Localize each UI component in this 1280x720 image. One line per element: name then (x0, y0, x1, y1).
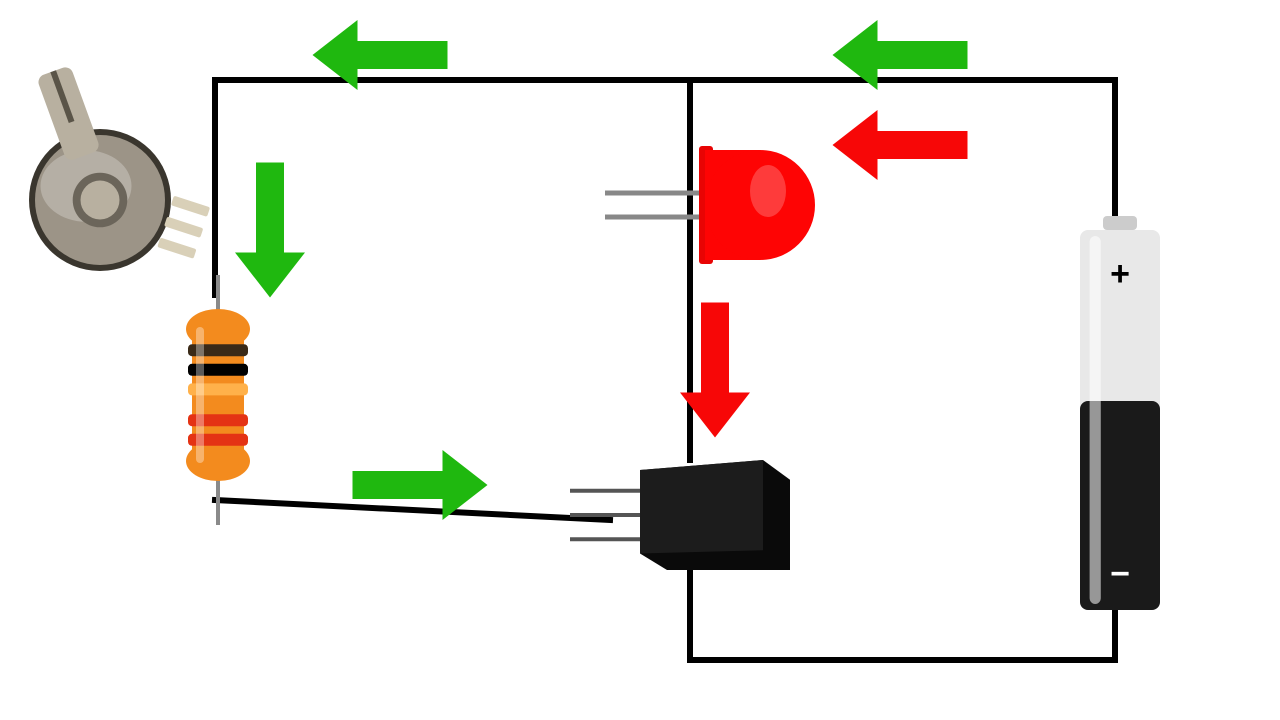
battery-minus-label: − (1110, 555, 1130, 593)
wire-base (215, 500, 610, 520)
battery: +− (1080, 216, 1160, 610)
resistor (186, 275, 250, 525)
red-arrow-4 (833, 110, 968, 180)
transistor (570, 460, 790, 570)
led (605, 146, 815, 264)
potentiometer (29, 65, 210, 271)
battery-plus-label: + (1110, 255, 1130, 293)
green-arrow-2 (235, 163, 305, 298)
